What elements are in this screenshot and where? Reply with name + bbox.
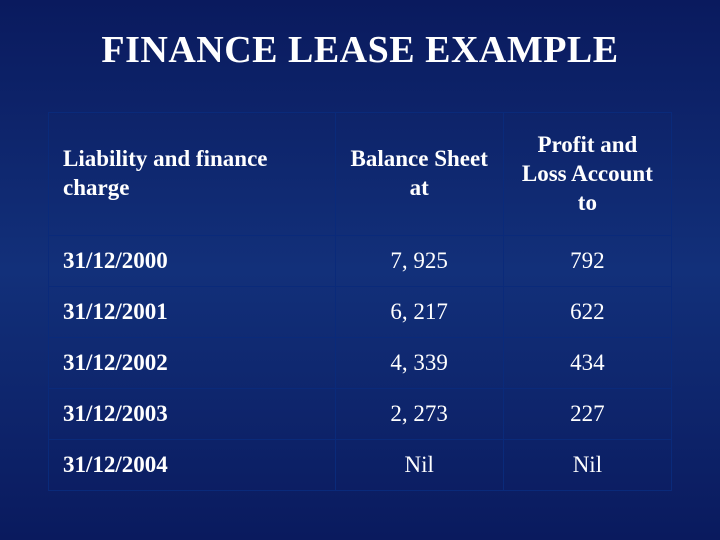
cell-balance: Nil: [335, 440, 503, 491]
table-row: 31/12/2001 6, 217 622: [49, 287, 672, 338]
cell-balance: 7, 925: [335, 236, 503, 287]
lease-table: Liability and finance charge Balance She…: [48, 112, 672, 491]
cell-date: 31/12/2003: [49, 389, 336, 440]
table-row: 31/12/2002 4, 339 434: [49, 338, 672, 389]
table-header-row: Liability and finance charge Balance She…: [49, 113, 672, 236]
cell-balance: 2, 273: [335, 389, 503, 440]
cell-balance: 4, 339: [335, 338, 503, 389]
col-header-liability: Liability and finance charge: [49, 113, 336, 236]
cell-pl: 622: [503, 287, 671, 338]
cell-date: 31/12/2001: [49, 287, 336, 338]
table-row: 31/12/2003 2, 273 227: [49, 389, 672, 440]
cell-pl: 227: [503, 389, 671, 440]
cell-pl: 792: [503, 236, 671, 287]
cell-balance: 6, 217: [335, 287, 503, 338]
slide: FINANCE LEASE EXAMPLE Liability and fina…: [0, 0, 720, 540]
cell-date: 31/12/2000: [49, 236, 336, 287]
cell-date: 31/12/2002: [49, 338, 336, 389]
col-header-balance: Balance Sheet at: [335, 113, 503, 236]
table-row: 31/12/2000 7, 925 792: [49, 236, 672, 287]
cell-date: 31/12/2004: [49, 440, 336, 491]
table-row: 31/12/2004 Nil Nil: [49, 440, 672, 491]
cell-pl: Nil: [503, 440, 671, 491]
cell-pl: 434: [503, 338, 671, 389]
col-header-pl: Profit and Loss Account to: [503, 113, 671, 236]
page-title: FINANCE LEASE EXAMPLE: [48, 28, 672, 72]
